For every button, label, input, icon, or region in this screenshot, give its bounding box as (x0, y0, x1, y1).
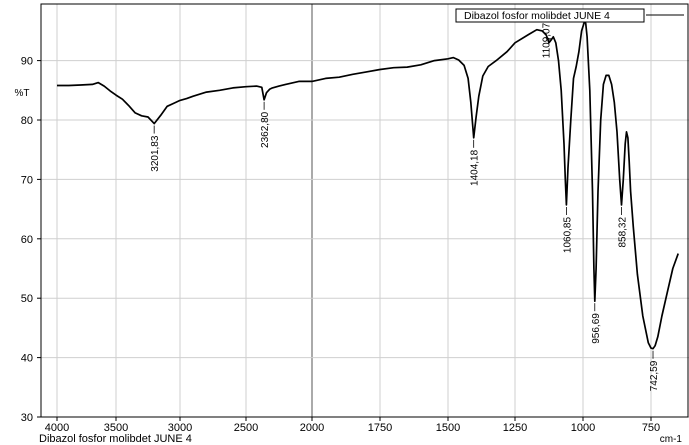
legend-box (455, 8, 645, 23)
legend: Dibazol fosfor molibdet JUNE 4 (455, 8, 684, 23)
peak-label: 1060,85 (562, 217, 573, 254)
x-tick-label: 3000 (168, 422, 192, 434)
legend-entry: Dibazol fosfor molibdet JUNE 4 (464, 10, 610, 22)
y-tick-label: 30 (21, 412, 33, 424)
peak-label: 1404,18 (470, 149, 481, 186)
x-tick-label: 2000 (300, 422, 324, 434)
peak-label-group: 1060,85 (562, 206, 573, 254)
peak-label-group: 1404,18 (470, 139, 481, 186)
peak-annotations: 3201,83 2362,80 1404,18 1109,07 1060,85 956,6… (150, 22, 660, 391)
axis-ticks: 4000 3500 3000 2500 2000 1750 1500 1250 1000 750 3… (21, 56, 660, 434)
y-axis-label: %T (15, 88, 30, 99)
x-tick-label: 2500 (234, 422, 258, 434)
x-tick-label: 1750 (368, 422, 392, 434)
footer-sample-name: Dibazol fosfor molibdet JUNE 4 (39, 433, 192, 445)
grid-lines (41, 4, 689, 418)
spectrum-line (57, 21, 679, 350)
peak-label: 956,69 (591, 313, 602, 344)
x-tick-label: 1500 (436, 422, 460, 434)
x-tick-label: 1250 (503, 422, 527, 434)
x-axis-label: cm-1 (660, 434, 683, 445)
y-tick-label: 80 (21, 115, 33, 127)
x-tick-label: 4000 (45, 422, 69, 434)
x-tick-label: 1000 (571, 422, 595, 434)
plot-frame (40, 3, 689, 418)
peak-label: 3201,83 (150, 135, 161, 172)
peak-label-group: 956,69 (591, 303, 602, 344)
peak-label: 742,59 (649, 360, 660, 391)
y-tick-label: 50 (21, 293, 33, 305)
peak-label-group: 3201,83 (150, 125, 161, 172)
x-tick-label: 3500 (104, 422, 128, 434)
y-tick-label: 90 (21, 56, 33, 68)
peak-label: 1109,07 (541, 22, 552, 58)
y-tick-label: 70 (21, 174, 33, 186)
peak-label-group: 2362,80 (260, 101, 271, 148)
peak-label-group: 742,59 (649, 350, 660, 391)
y-tick-label: 40 (21, 353, 33, 365)
x-tick-label: 750 (642, 422, 660, 434)
peak-label: 858,32 (618, 217, 629, 248)
peak-label-group: 1109,07 (541, 22, 553, 58)
peak-label: 2362,80 (260, 111, 271, 148)
spectrum-series (57, 21, 679, 350)
peak-label-group: 858,32 (618, 206, 629, 248)
y-tick-label: 60 (21, 234, 33, 246)
